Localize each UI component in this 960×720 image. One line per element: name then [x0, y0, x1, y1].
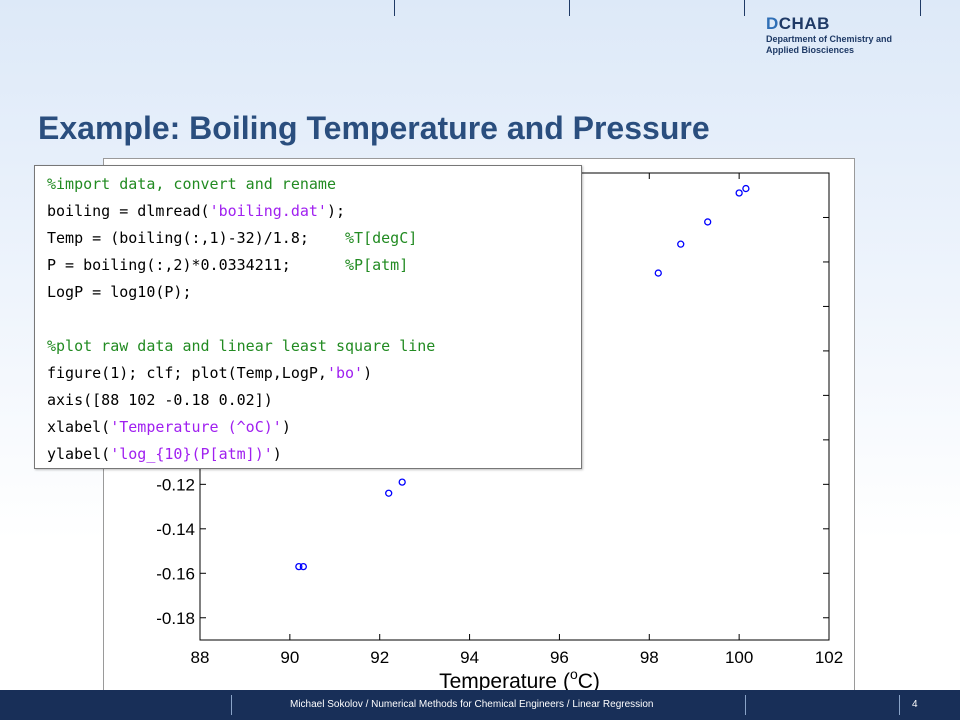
x-tick-label: 90: [280, 648, 299, 667]
x-axis-label-part: ): [593, 670, 600, 690]
x-tick-label: 94: [460, 648, 479, 667]
x-tick-label: 102: [815, 648, 843, 667]
data-point: [295, 562, 303, 571]
code-line: %import data, convert and rename: [47, 171, 581, 198]
data-point: [704, 218, 712, 226]
code-token: ): [281, 418, 291, 436]
code-line: boiling = dlmread('boiling.dat');: [47, 198, 581, 225]
code-token: 'bo': [326, 364, 364, 382]
logo-d: D: [766, 14, 779, 33]
code-line: figure(1); clf; plot(Temp,LogP,'bo'): [47, 360, 581, 387]
code-token: %import data, convert and rename: [47, 175, 336, 193]
code-line: Temp = (boiling(:,1)-32)/1.8; %T[degC]: [47, 225, 581, 252]
code-line: ylabel('log_{10}(P[atm])'): [47, 441, 581, 468]
footer-divider: [745, 695, 746, 715]
logo-wordmark: DCHAB: [766, 14, 892, 34]
footer-text: Michael Sokolov / Numerical Methods for …: [290, 699, 654, 710]
logo-line-1: Department of Chemistry and: [766, 34, 893, 44]
code-token: %plot raw data and linear least square l…: [47, 337, 436, 355]
code-token: );: [326, 202, 346, 220]
data-point: [654, 269, 662, 277]
x-axis-label-part: (: [563, 670, 570, 690]
data-point: [735, 189, 743, 197]
top-divider: [744, 0, 745, 16]
logo-chab: CHAB: [778, 14, 830, 33]
logo-line-2: Applied Biosciences: [766, 45, 855, 55]
x-axis-label: Temperature (oC): [439, 666, 600, 690]
code-token: xlabel(: [47, 418, 111, 436]
data-point: [398, 478, 406, 486]
code-line: %plot raw data and linear least square l…: [47, 333, 581, 360]
code-token: ylabel(: [47, 445, 111, 463]
x-tick-label: 100: [725, 648, 753, 667]
code-line: P = boiling(:,2)*0.0334211; %P[atm]: [47, 252, 581, 279]
code-token: Temp = (boiling(:,1)-32)/1.8;: [47, 229, 346, 247]
code-token: boiling = dlmread(: [47, 202, 210, 220]
institution-logo: DCHAB Department of Chemistry and Applie…: [766, 14, 892, 56]
top-divider: [920, 0, 921, 16]
footer-bar: Michael Sokolov / Numerical Methods for …: [0, 690, 960, 720]
y-tick-label: -0.16: [156, 564, 195, 583]
y-tick-label: -0.14: [156, 520, 195, 539]
code-token: LogP = log10(P);: [47, 283, 192, 301]
footer-divider: [231, 695, 232, 715]
code-token: P = boiling(:,2)*0.0334211;: [47, 256, 346, 274]
x-tick-label: 98: [640, 648, 659, 667]
page-number: 4: [912, 699, 918, 710]
code-token: axis([88 102 -0.18 0.02]): [47, 391, 273, 409]
x-tick-label: 92: [370, 648, 389, 667]
code-line: axis([88 102 -0.18 0.02]): [47, 387, 581, 414]
code-token: ): [363, 364, 373, 382]
x-axis-label-part: C: [578, 670, 593, 690]
y-tick-label: -0.12: [156, 475, 195, 494]
code-token: %P[atm]: [345, 256, 409, 274]
x-axis-label-part: Temperature: [439, 670, 557, 690]
code-listing: %import data, convert and rename boiling …: [34, 165, 582, 469]
data-point: [385, 489, 393, 497]
code-token: %T[degC]: [345, 229, 418, 247]
code-token: 'log_{10}(P[atm])': [110, 445, 273, 463]
x-tick-label: 96: [550, 648, 569, 667]
x-tick-label: 88: [191, 648, 210, 667]
slide-title: Example: Boiling Temperature and Pressur…: [38, 110, 710, 146]
code-line: LogP = log10(P);: [47, 279, 581, 306]
code-line: [47, 306, 581, 333]
top-divider: [569, 0, 570, 16]
data-point: [677, 240, 685, 248]
footer-divider: [899, 695, 900, 715]
code-token: figure(1); clf; plot(Temp,LogP,: [47, 364, 327, 382]
code-line: xlabel('Temperature (^oC)'): [47, 414, 581, 441]
code-token: 'boiling.dat': [209, 202, 327, 220]
x-axis-label-part: o: [570, 666, 578, 682]
data-point: [299, 562, 307, 571]
code-token: 'Temperature (^oC)': [110, 418, 282, 436]
top-divider: [394, 0, 395, 16]
y-tick-label: -0.18: [156, 609, 195, 628]
data-point: [742, 184, 750, 193]
code-token: ): [272, 445, 282, 463]
